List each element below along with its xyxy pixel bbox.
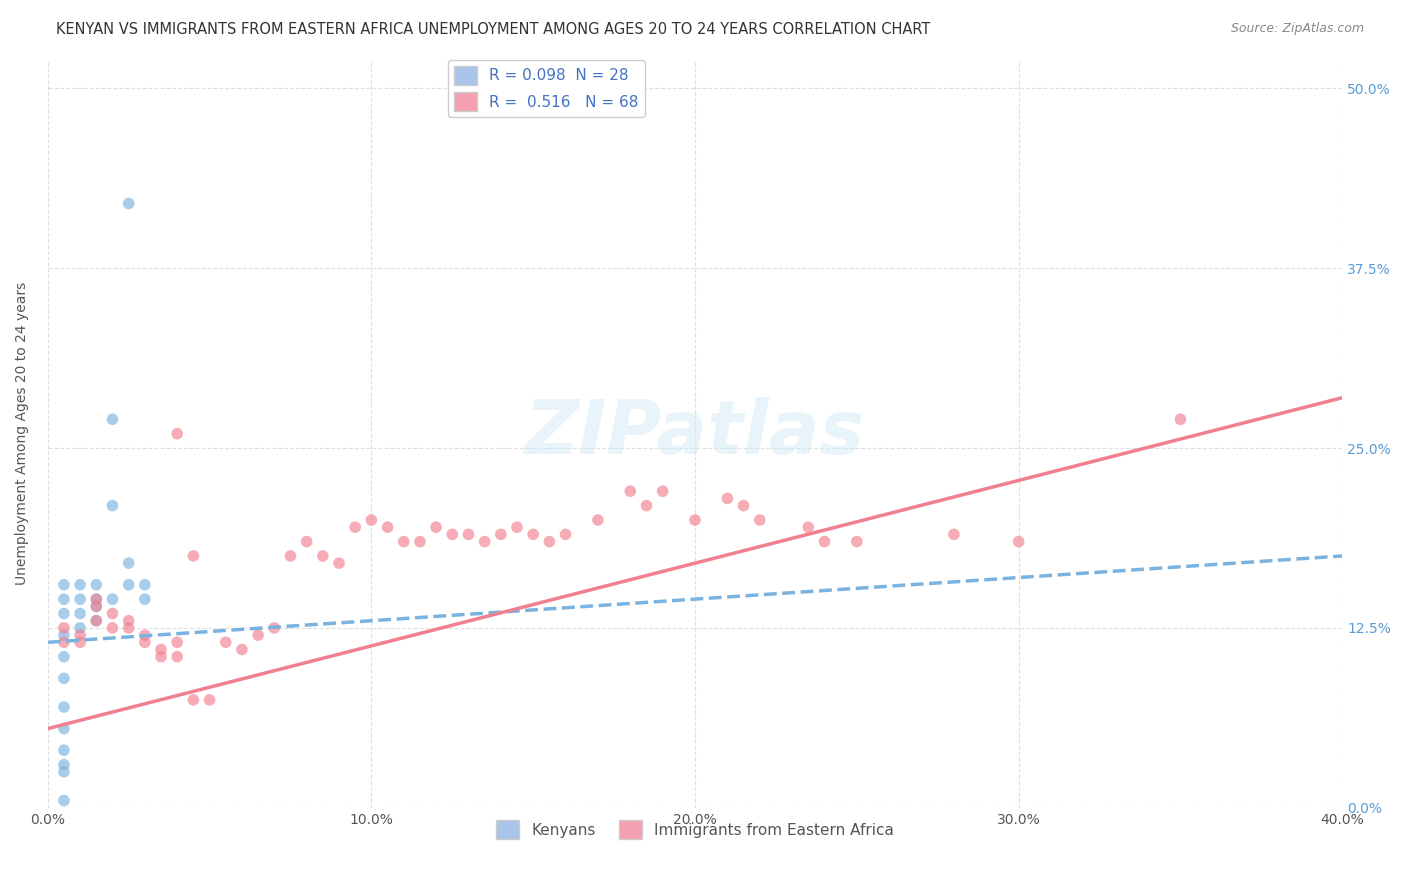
Point [134,635,156,649]
Point [586,513,609,527]
Point [716,491,738,506]
Point [118,196,141,211]
Point [52,743,75,757]
Point [425,520,447,534]
Point [101,412,124,426]
Point [198,693,221,707]
Point [247,628,270,642]
Point [295,534,318,549]
Point [797,520,820,534]
Point [69,621,91,635]
Point [52,592,75,607]
Point [52,793,75,807]
Point [748,513,770,527]
Point [166,649,188,664]
Point [52,628,75,642]
Text: Source: ZipAtlas.com: Source: ZipAtlas.com [1230,22,1364,36]
Point [651,484,673,499]
Point [522,527,544,541]
Point [554,527,576,541]
Point [52,635,75,649]
Point [84,578,107,592]
Point [118,621,141,635]
Point [52,671,75,685]
Point [636,499,658,513]
Point [118,556,141,570]
Legend: Kenyans, Immigrants from Eastern Africa: Kenyans, Immigrants from Eastern Africa [491,814,900,845]
Point [328,556,350,570]
Point [1170,412,1192,426]
Point [683,513,706,527]
Point [52,757,75,772]
Point [263,621,285,635]
Point [183,549,205,563]
Point [845,534,868,549]
Point [344,520,367,534]
Point [1007,534,1029,549]
Point [52,722,75,736]
Point [813,534,835,549]
Point [84,592,107,607]
Point [619,484,641,499]
Point [118,614,141,628]
Point [52,621,75,635]
Point [506,520,529,534]
Point [150,649,173,664]
Point [166,426,188,441]
Point [166,635,188,649]
Point [101,607,124,621]
Point [538,534,561,549]
Point [377,520,399,534]
Point [215,635,238,649]
Point [392,534,415,549]
Point [101,499,124,513]
Point [134,578,156,592]
Point [84,592,107,607]
Point [84,599,107,614]
Point [489,527,512,541]
Point [312,549,335,563]
Point [69,592,91,607]
Point [69,578,91,592]
Point [183,693,205,707]
Point [52,764,75,779]
Point [52,578,75,592]
Point [84,614,107,628]
Point [101,621,124,635]
Point [69,635,91,649]
Point [409,534,432,549]
Point [733,499,755,513]
Point [84,614,107,628]
Point [474,534,496,549]
Point [150,642,173,657]
Point [101,592,124,607]
Text: ZIPatlas: ZIPatlas [524,397,865,470]
Y-axis label: Unemployment Among Ages 20 to 24 years: Unemployment Among Ages 20 to 24 years [15,282,30,585]
Point [457,527,479,541]
Point [118,578,141,592]
Point [52,607,75,621]
Point [280,549,302,563]
Point [69,607,91,621]
Text: KENYAN VS IMMIGRANTS FROM EASTERN AFRICA UNEMPLOYMENT AMONG AGES 20 TO 24 YEARS : KENYAN VS IMMIGRANTS FROM EASTERN AFRICA… [56,22,931,37]
Point [942,527,965,541]
Point [441,527,464,541]
Point [134,628,156,642]
Point [69,628,91,642]
Point [360,513,382,527]
Point [52,649,75,664]
Point [231,642,253,657]
Point [84,599,107,614]
Point [52,700,75,714]
Point [134,592,156,607]
